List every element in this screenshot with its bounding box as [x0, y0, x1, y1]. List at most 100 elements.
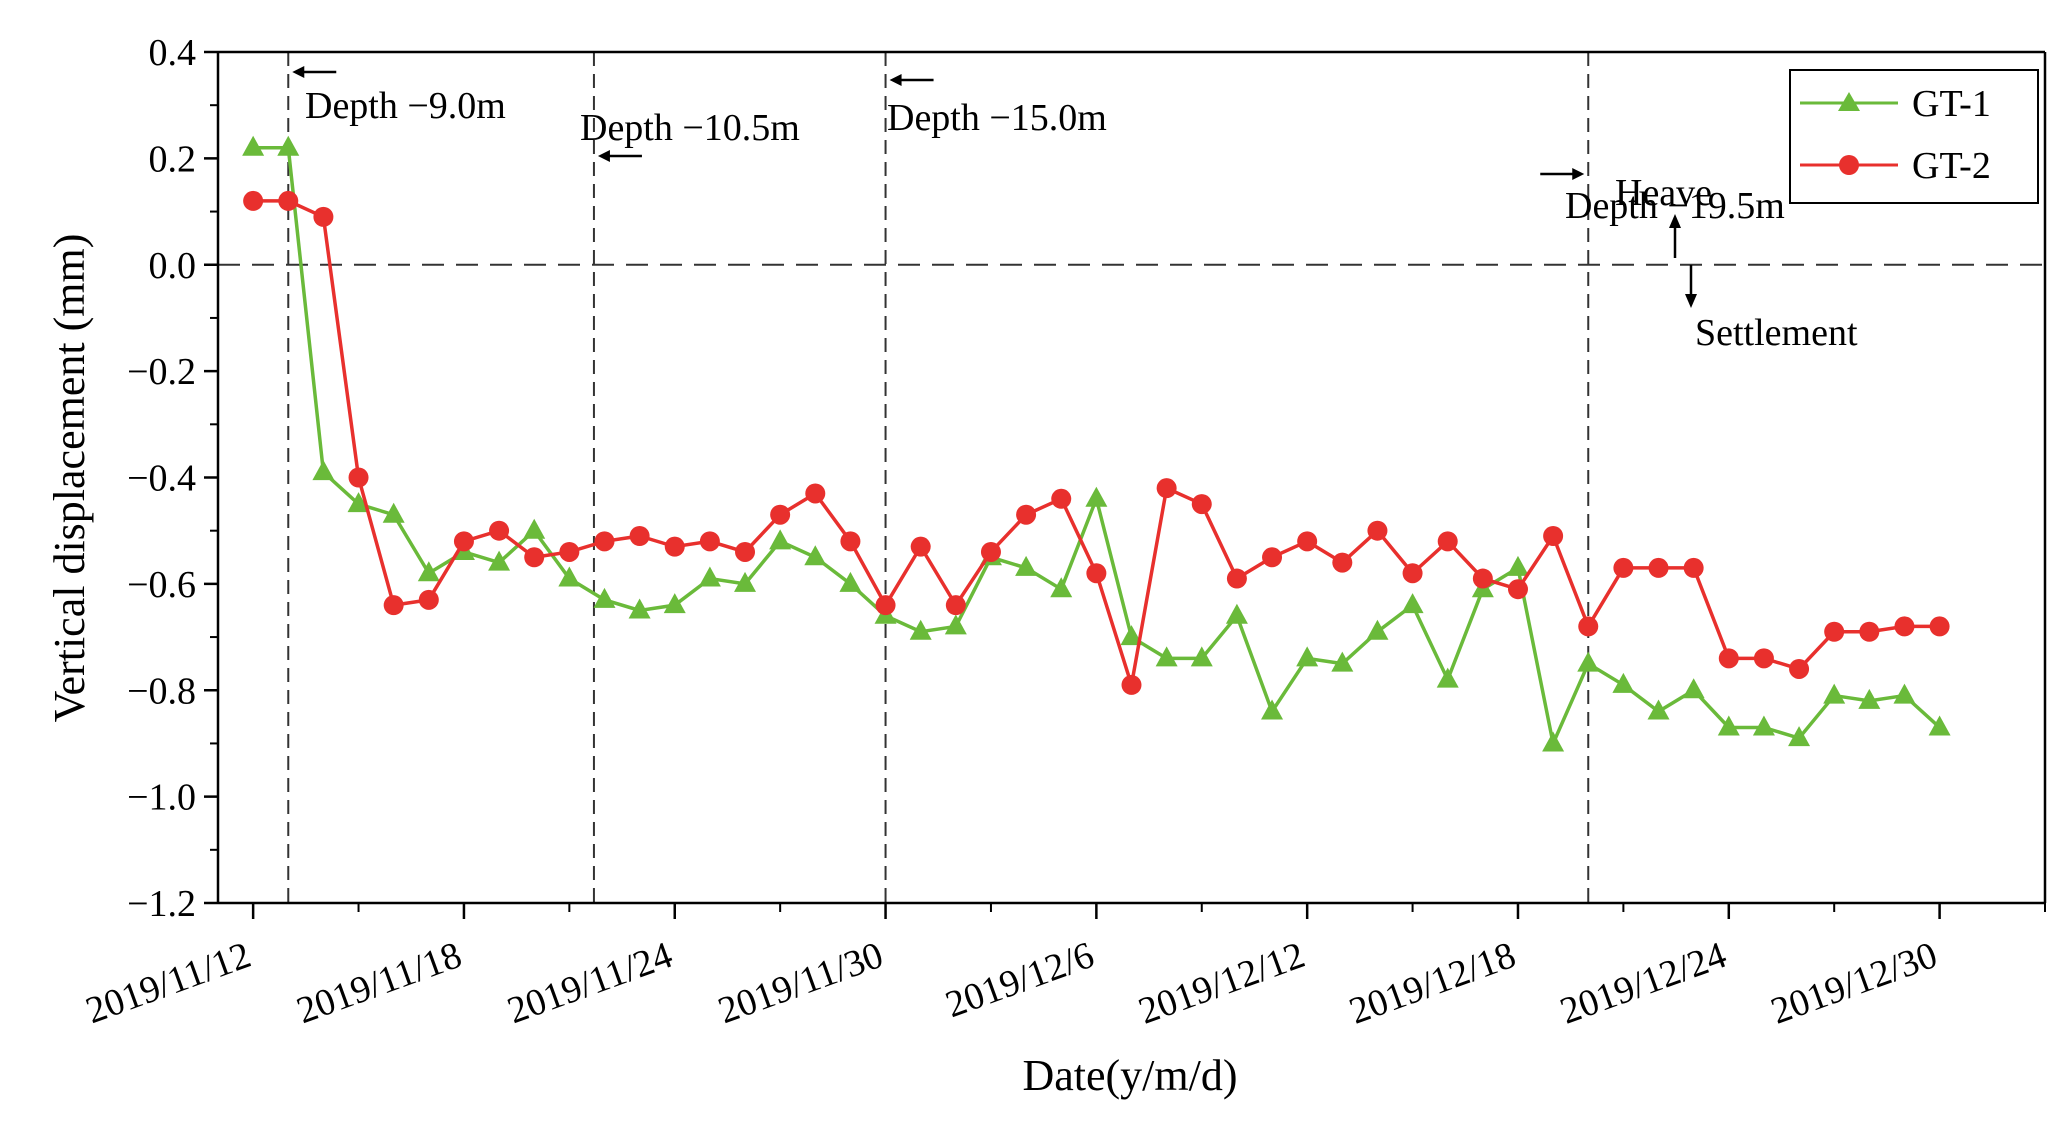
- annotations: Heave Settlement Depth −9.0m Depth −10.5m…: [292, 66, 1858, 354]
- data-point-gt-2: [1121, 674, 1142, 695]
- data-point-gt-1: [1261, 699, 1284, 720]
- y-tick-label: 0.2: [149, 138, 197, 180]
- data-point-gt-2: [1191, 494, 1212, 515]
- legend-marker-gt1: [1838, 92, 1860, 111]
- data-point-gt-2: [1824, 621, 1845, 642]
- data-point-gt-2: [1226, 568, 1247, 589]
- arrowhead-left-icon: [597, 150, 610, 162]
- y-tick-label: −0.2: [127, 351, 196, 393]
- data-point-gt-1: [804, 545, 827, 566]
- y-tick-label: −1.0: [127, 777, 196, 819]
- data-point-gt-2: [278, 190, 299, 211]
- data-point-gt-1: [488, 550, 511, 571]
- data-point-gt-1: [523, 518, 546, 539]
- data-point-gt-1: [1858, 688, 1881, 709]
- data-point-gt-2: [770, 504, 791, 525]
- legend-label-gt2: GT-2: [1912, 145, 1991, 187]
- arrowhead-right-icon: [1572, 168, 1585, 180]
- data-point-gt-2: [1086, 563, 1107, 584]
- data-point-gt-1: [312, 460, 335, 481]
- data-point-gt-1: [558, 566, 581, 587]
- data-point-gt-1: [347, 492, 370, 513]
- data-point-gt-2: [1472, 568, 1493, 589]
- data-point-gt-1: [734, 571, 757, 592]
- data-point-gt-2: [735, 541, 756, 562]
- data-point-gt-2: [805, 483, 826, 504]
- series-layer: [242, 135, 1951, 752]
- data-point-gt-1: [1788, 726, 1811, 747]
- data-point-gt-1: [1893, 683, 1916, 704]
- data-point-gt-1: [382, 502, 405, 523]
- settlement-label: Settlement: [1695, 312, 1858, 354]
- data-point-gt-2: [1367, 520, 1388, 541]
- data-point-gt-1: [769, 529, 792, 550]
- data-point-gt-2: [664, 536, 685, 557]
- y-tick-label: 0.0: [149, 245, 197, 287]
- legend-marker-gt2: [1839, 155, 1859, 175]
- heave-arrowhead-icon: [1669, 214, 1681, 228]
- data-point-gt-2: [1789, 658, 1810, 679]
- data-point-gt-1: [1225, 603, 1248, 624]
- data-point-gt-2: [1929, 616, 1950, 637]
- y-tick-label: −1.2: [127, 883, 196, 925]
- data-point-gt-1: [242, 135, 265, 156]
- data-point-gt-2: [418, 589, 439, 610]
- data-point-gt-1: [1928, 715, 1951, 736]
- data-point-gt-1: [1190, 646, 1213, 667]
- data-point-gt-1: [1542, 731, 1565, 752]
- data-point-gt-2: [243, 190, 264, 211]
- data-point-gt-2: [524, 547, 545, 568]
- arrowhead-left-icon: [889, 74, 902, 86]
- data-point-gt-2: [453, 531, 474, 552]
- data-point-gt-2: [1613, 557, 1634, 578]
- data-point-gt-2: [1578, 616, 1599, 637]
- data-point-gt-1: [698, 566, 721, 587]
- data-point-gt-1: [1436, 667, 1459, 688]
- data-point-gt-2: [1016, 504, 1037, 525]
- reference-label: Depth −15.0m: [887, 97, 1107, 139]
- data-point-gt-2: [629, 526, 650, 547]
- data-point-gt-2: [559, 541, 580, 562]
- arrowhead-left-icon: [292, 66, 305, 78]
- data-point-gt-1: [1682, 678, 1705, 699]
- data-point-gt-1: [1296, 646, 1319, 667]
- data-point-gt-2: [1648, 557, 1669, 578]
- data-point-gt-1: [417, 561, 440, 582]
- data-point-gt-2: [1437, 531, 1458, 552]
- data-point-gt-2: [1753, 648, 1774, 669]
- data-point-gt-2: [348, 467, 369, 488]
- data-point-gt-2: [1718, 648, 1739, 669]
- data-point-gt-1: [1647, 699, 1670, 720]
- data-point-gt-2: [1683, 557, 1704, 578]
- data-point-gt-2: [840, 531, 861, 552]
- data-point-gt-2: [1894, 616, 1915, 637]
- data-point-gt-2: [980, 541, 1001, 562]
- data-point-gt-1: [1577, 651, 1600, 672]
- data-point-gt-2: [383, 595, 404, 616]
- legend-label-gt1: GT-1: [1912, 83, 1991, 125]
- data-point-gt-2: [489, 520, 510, 541]
- data-point-gt-1: [944, 614, 967, 635]
- data-point-gt-1: [1085, 486, 1108, 507]
- data-point-gt-2: [1332, 552, 1353, 573]
- data-point-gt-1: [909, 619, 932, 640]
- data-point-gt-1: [1717, 715, 1740, 736]
- y-tick-label: −0.4: [127, 458, 196, 500]
- x-axis-title: Date(y/m/d): [1022, 1051, 1237, 1100]
- data-point-gt-1: [1331, 651, 1354, 672]
- data-point-gt-1: [839, 571, 862, 592]
- data-point-gt-2: [1402, 563, 1423, 584]
- settlement-arrowhead-icon: [1685, 294, 1697, 308]
- reference-label: Depth −9.0m: [305, 85, 506, 127]
- data-point-gt-1: [1120, 625, 1143, 646]
- data-point-gt-1: [1752, 715, 1775, 736]
- y-tick-label: 0.4: [149, 32, 197, 74]
- data-point-gt-2: [945, 595, 966, 616]
- data-point-gt-1: [663, 593, 686, 614]
- data-point-gt-1: [1015, 555, 1038, 576]
- y-tick-label: −0.6: [127, 564, 196, 606]
- data-point-gt-2: [910, 536, 931, 557]
- legend: GT-1 GT-2: [1789, 69, 2039, 204]
- heave-label: Heave: [1615, 172, 1712, 214]
